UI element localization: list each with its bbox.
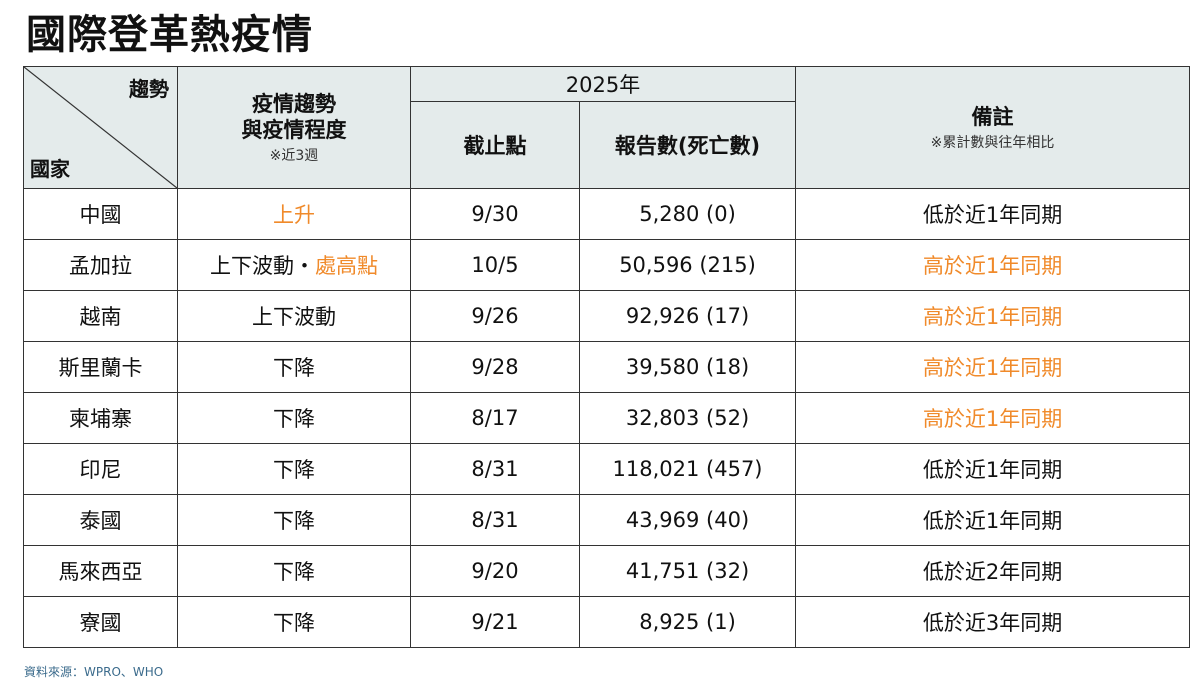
remark-cell: 低於近1年同期 xyxy=(795,188,1191,240)
trend-cell: 下降 xyxy=(177,341,411,393)
year-header-cell: 2025年 xyxy=(409,66,797,102)
country-cell: 中國 xyxy=(23,188,178,240)
reports-cell: 39,580 (18) xyxy=(578,341,797,393)
reports-cell: 118,021 (457) xyxy=(578,443,797,495)
cutoff-cell: 8/31 xyxy=(410,443,580,495)
trend-cell: 上升 xyxy=(177,188,411,240)
trend-cell: 上下波動・處高點 xyxy=(177,239,411,291)
reports-cell: 50,596 (215) xyxy=(578,239,797,291)
trend-text: 下降 xyxy=(273,458,315,482)
trend-cell: 上下波動 xyxy=(177,290,411,342)
table-row: 越南 上下波動 9/26 92,926 (17) 高於近1年同期 xyxy=(23,290,1191,342)
remark-cell: 高於近1年同期 xyxy=(795,239,1191,291)
trend-cell: 下降 xyxy=(177,392,411,444)
trend-cell: 下降 xyxy=(177,545,411,597)
cutoff-cell: 9/26 xyxy=(410,290,580,342)
trend-text: 下降 xyxy=(273,407,315,431)
remark-cell: 低於近3年同期 xyxy=(795,596,1191,648)
remark-cell: 高於近1年同期 xyxy=(795,290,1191,342)
trend-text: 上升 xyxy=(273,203,315,227)
trend-text: 下降 xyxy=(273,560,315,584)
dengue-table: 趨勢 國家 疫情趨勢 與疫情程度 ※近3週 2025年 備註 ※累計數與往年相比… xyxy=(23,66,1191,648)
cutoff-cell: 8/17 xyxy=(410,392,580,444)
cutoff-cell: 9/30 xyxy=(410,188,580,240)
cutoff-cell: 9/20 xyxy=(410,545,580,597)
remarks-label: 備註 xyxy=(971,104,1014,129)
trend-cell: 下降 xyxy=(177,494,411,546)
cutoff-label: 截止點 xyxy=(463,134,527,158)
source-note: 資料來源：WPRO、WHO xyxy=(24,665,164,679)
situation-label-2: 與疫情程度 xyxy=(241,117,347,142)
trend-text: 下降 xyxy=(273,356,315,380)
cutoff-cell: 10/5 xyxy=(410,239,580,291)
trend-text: 上下波動 xyxy=(252,305,336,329)
remarks-note: ※累計數與往年相比 xyxy=(930,134,1055,151)
reports-label: 報告數(死亡數) xyxy=(614,134,761,158)
table-row: 寮國 下降 9/21 8,925 (1) 低於近3年同期 xyxy=(23,596,1191,648)
corner-header-cell: 趨勢 國家 xyxy=(23,66,178,189)
remark-cell: 低於近1年同期 xyxy=(795,443,1191,495)
reports-cell: 32,803 (52) xyxy=(578,392,797,444)
country-cell: 泰國 xyxy=(23,494,178,546)
cutoff-cell: 8/31 xyxy=(410,494,580,546)
header-row-1: 趨勢 國家 疫情趨勢 與疫情程度 ※近3週 2025年 備註 ※累計數與往年相比 xyxy=(23,66,1191,189)
table-row: 孟加拉 上下波動・處高點 10/5 50,596 (215) 高於近1年同期 xyxy=(23,239,1191,291)
reports-cell: 8,925 (1) xyxy=(578,596,797,648)
country-cell: 寮國 xyxy=(23,596,178,648)
table-row: 斯里蘭卡 下降 9/28 39,580 (18) 高於近1年同期 xyxy=(23,341,1191,393)
table-row: 馬來西亞 下降 9/20 41,751 (32) 低於近2年同期 xyxy=(23,545,1191,597)
trend-cell: 下降 xyxy=(177,596,411,648)
diagonal-line xyxy=(24,67,177,188)
table-row: 中國 上升 9/30 5,280 (0) 低於近1年同期 xyxy=(23,188,1191,240)
table-row: 柬埔寨 下降 8/17 32,803 (52) 高於近1年同期 xyxy=(23,392,1191,444)
table-row: 泰國 下降 8/31 43,969 (40) 低於近1年同期 xyxy=(23,494,1191,546)
trend-text: 下降 xyxy=(273,611,315,635)
country-cell: 柬埔寨 xyxy=(23,392,178,444)
reports-cell: 92,926 (17) xyxy=(578,290,797,342)
trend-highlight-text: 處高點 xyxy=(315,254,378,278)
cutoff-header-cell: 截止點 xyxy=(410,101,580,189)
trend-axis-label: 趨勢 xyxy=(129,77,169,101)
remark-cell: 高於近1年同期 xyxy=(795,392,1191,444)
remark-cell: 高於近1年同期 xyxy=(795,341,1191,393)
trend-cell: 下降 xyxy=(177,443,411,495)
page-title: 國際登革熱疫情 xyxy=(26,12,313,58)
cutoff-cell: 9/28 xyxy=(410,341,580,393)
country-cell: 印尼 xyxy=(23,443,178,495)
reports-cell: 41,751 (32) xyxy=(578,545,797,597)
table-row: 印尼 下降 8/31 118,021 (457) 低於近1年同期 xyxy=(23,443,1191,495)
reports-cell: 43,969 (40) xyxy=(578,494,797,546)
country-cell: 斯里蘭卡 xyxy=(23,341,178,393)
cutoff-cell: 9/21 xyxy=(410,596,580,648)
reports-header-cell: 報告數(死亡數) xyxy=(578,101,797,189)
trend-text: 上下波動・ xyxy=(210,254,315,278)
country-axis-label: 國家 xyxy=(30,157,70,181)
header-row-2: 截止點 報告數(死亡數) xyxy=(24,101,1190,189)
remarks-header-cell: 備註 ※累計數與往年相比 xyxy=(795,66,1191,189)
reports-cell: 5,280 (0) xyxy=(578,188,797,240)
country-cell: 越南 xyxy=(23,290,178,342)
situation-header-cell: 疫情趨勢 與疫情程度 ※近3週 xyxy=(177,66,411,189)
remark-cell: 低於近1年同期 xyxy=(795,494,1191,546)
year-label: 2025年 xyxy=(565,73,641,97)
country-cell: 馬來西亞 xyxy=(23,545,178,597)
situation-label: 疫情趨勢 xyxy=(252,91,336,116)
remark-cell: 低於近2年同期 xyxy=(795,545,1191,597)
situation-note: ※近3週 xyxy=(269,147,319,164)
trend-text: 下降 xyxy=(273,509,315,533)
country-cell: 孟加拉 xyxy=(23,239,178,291)
